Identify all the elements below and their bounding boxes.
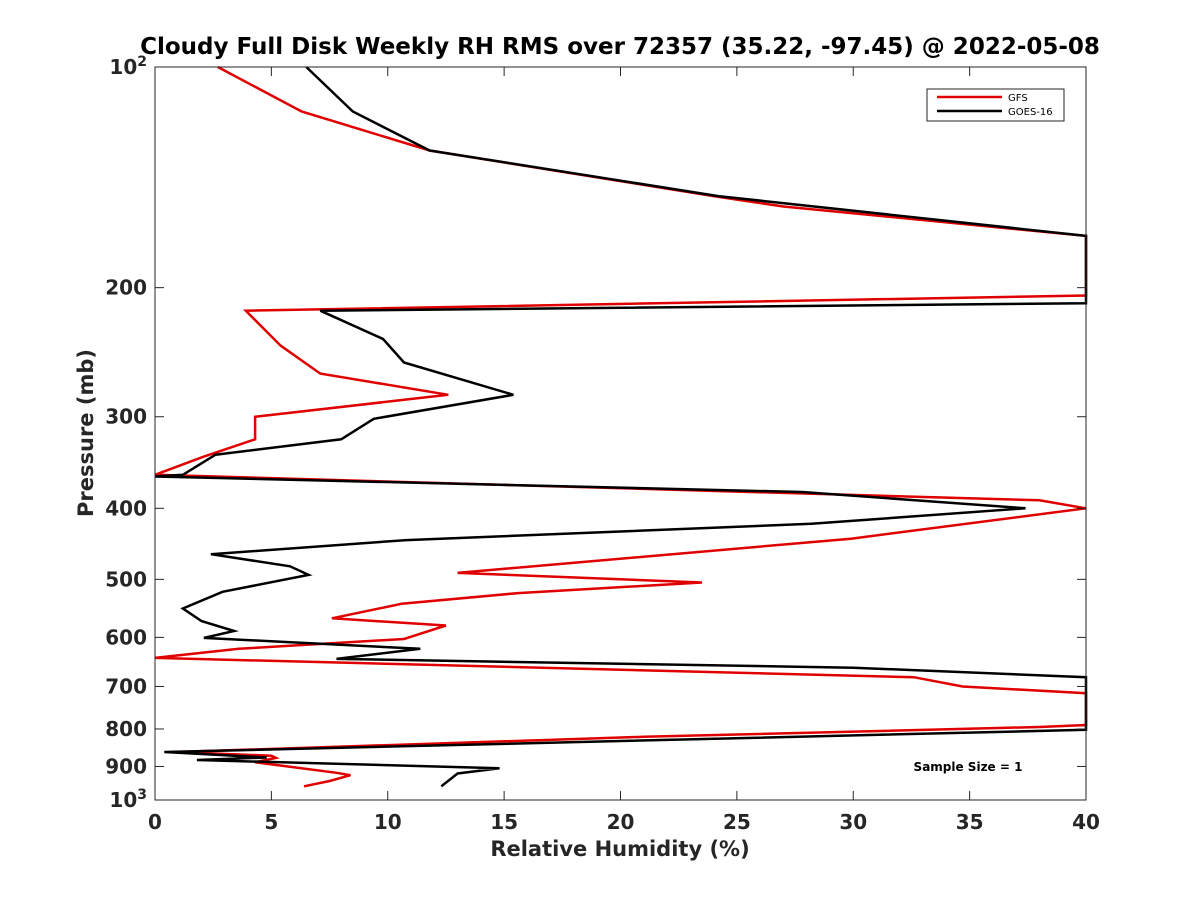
x-tick-label: 10	[374, 810, 402, 834]
x-tick-label: 20	[607, 810, 635, 834]
y-tick-label: 500	[105, 567, 147, 591]
y-tick-label: 700	[105, 674, 147, 698]
legend-label-gfs: GFS	[1008, 93, 1028, 104]
y-tick-label: 300	[105, 405, 147, 429]
legend-box	[926, 88, 1065, 122]
x-tick-label: 15	[490, 810, 518, 834]
x-axis-label: Relative Humidity (%)	[490, 837, 749, 861]
y-tick-label: 102	[109, 54, 147, 79]
x-tick-label: 35	[956, 810, 984, 834]
y-tick-label: 800	[105, 717, 147, 741]
y-tick-label: 600	[105, 625, 147, 649]
y-tick-label: 200	[105, 276, 147, 300]
y-tick-label: 900	[105, 754, 147, 778]
y-axis-label: Pressure (mb)	[74, 349, 98, 517]
x-tick-label: 30	[839, 810, 867, 834]
y-tick-label: 400	[105, 496, 147, 520]
x-tick-label: 5	[264, 810, 278, 834]
sample-size-annotation: Sample Size = 1	[914, 760, 1023, 774]
x-tick-label: 40	[1072, 810, 1100, 834]
y-axis: 102 200 300 400 500 600 700 800 900 103	[105, 54, 1086, 812]
legend-label-goes16: GOES-16	[1008, 107, 1053, 118]
y-tick-label: 103	[109, 787, 147, 812]
x-axis: 0 5 10 15 20 25 30 35 40	[148, 67, 1100, 834]
x-tick-label: 0	[148, 810, 162, 834]
chart-title: Cloudy Full Disk Weekly RH RMS over 7235…	[140, 34, 1100, 60]
x-tick-label: 25	[723, 810, 751, 834]
legend: GFS GOES-16	[926, 88, 1065, 122]
